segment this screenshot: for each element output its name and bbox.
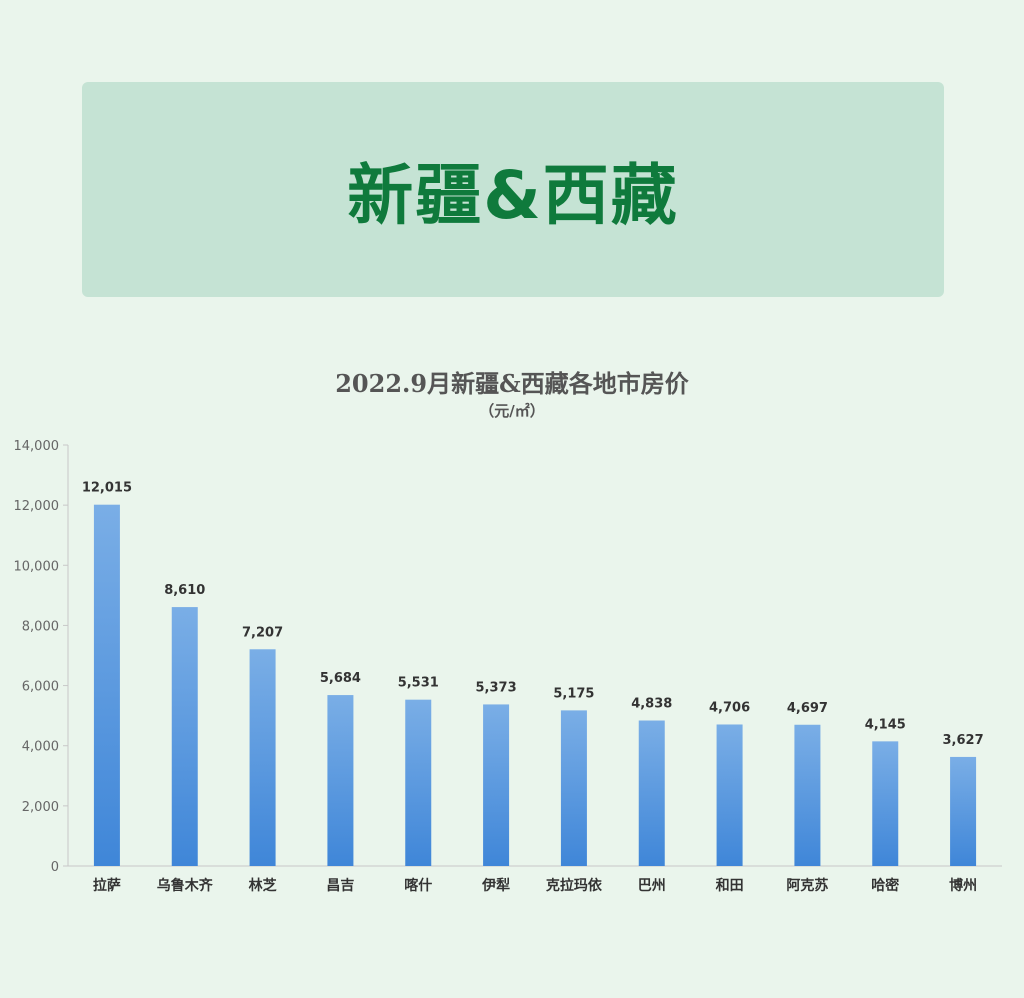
data-label: 4,145 <box>865 717 906 732</box>
y-tick-label: 6,000 <box>22 680 59 695</box>
x-tick-label: 乌鲁木齐 <box>157 877 214 894</box>
chart-subtitle: （元/㎡） <box>479 402 545 420</box>
y-tick-label: 4,000 <box>22 740 59 755</box>
data-label: 5,175 <box>553 686 594 701</box>
bar <box>716 724 743 866</box>
data-label: 12,015 <box>82 481 132 496</box>
y-tick-label: 8,000 <box>22 619 59 634</box>
x-tick-label: 巴州 <box>638 878 666 894</box>
x-tick-label: 阿克苏 <box>786 877 828 894</box>
y-tick-label: 0 <box>51 860 59 875</box>
bar <box>638 720 665 866</box>
y-tick-label: 2,000 <box>22 800 59 815</box>
data-label: 5,684 <box>320 671 361 686</box>
bar <box>872 741 899 866</box>
chart-title: 2022.9月新疆&西藏各地市房价 <box>335 369 689 398</box>
x-tick-label: 博州 <box>949 877 977 894</box>
x-tick-label: 哈密 <box>871 877 899 894</box>
y-tick-label: 10,000 <box>14 559 60 574</box>
x-tick-label: 伊犁 <box>481 877 510 894</box>
data-label: 4,697 <box>787 701 828 716</box>
bar <box>950 756 977 866</box>
y-tick-label: 14,000 <box>14 439 60 454</box>
x-tick-label: 林芝 <box>249 877 277 894</box>
x-tick-label: 和田 <box>716 878 744 894</box>
bar <box>560 710 587 866</box>
header-banner: 新疆&西藏 <box>82 82 944 297</box>
data-label: 5,531 <box>398 676 439 691</box>
x-tick-label: 克拉玛依 <box>546 877 603 894</box>
data-label: 5,373 <box>476 680 517 695</box>
x-tick-label: 拉萨 <box>93 877 121 894</box>
y-tick-label: 12,000 <box>14 499 60 514</box>
bar <box>405 699 432 866</box>
data-label: 4,706 <box>709 700 750 715</box>
bar <box>171 607 198 866</box>
data-label: 8,610 <box>164 583 205 598</box>
bar <box>327 695 354 866</box>
data-label: 7,207 <box>242 625 283 640</box>
bar <box>249 649 276 866</box>
bar <box>794 724 821 866</box>
x-tick-label: 喀什 <box>404 877 432 894</box>
bar <box>483 704 510 866</box>
x-tick-label: 昌吉 <box>326 877 354 894</box>
bar <box>93 504 120 866</box>
data-label: 4,838 <box>631 697 672 712</box>
data-label: 3,627 <box>943 733 984 748</box>
banner-title: 新疆&西藏 <box>347 156 679 234</box>
